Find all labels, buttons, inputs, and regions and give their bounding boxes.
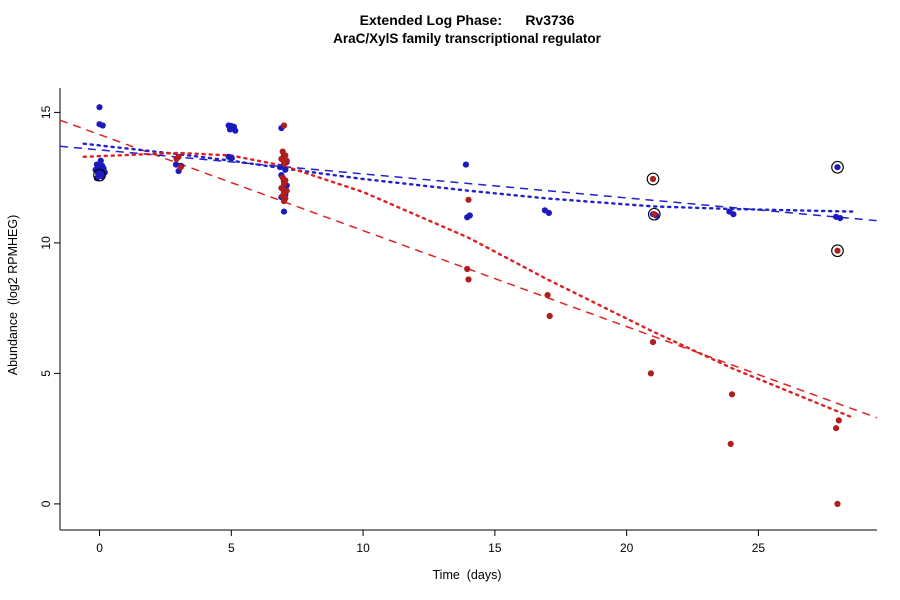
data-point: [462, 161, 469, 168]
x-tick-label: 10: [356, 541, 370, 555]
blue-dashed-trend: [59, 145, 878, 222]
data-point: [99, 173, 106, 180]
y-tick-label: 15: [39, 105, 53, 119]
circled-point-marker: [93, 168, 106, 182]
red-condition-points: [173, 122, 842, 507]
chart-subtitle: AraC/XylS family transcriptional regulat…: [333, 31, 601, 46]
data-point: [280, 198, 288, 205]
data-point: [97, 157, 104, 164]
data-point: [465, 196, 472, 203]
data-point: [649, 175, 657, 183]
blue-condition-points: [92, 104, 844, 222]
circled-point-marker: [646, 172, 660, 186]
x-axis-label: Time (days): [432, 568, 502, 582]
data-point: [173, 155, 180, 162]
data-point: [834, 164, 841, 171]
data-point: [651, 211, 658, 218]
x-tick-label: 20: [620, 541, 634, 555]
x-tick-label: 25: [752, 541, 766, 555]
data-point: [834, 500, 841, 507]
circled-point-marker: [647, 207, 661, 221]
data-point: [727, 440, 734, 447]
data-point: [277, 164, 284, 171]
data-point: [728, 391, 736, 398]
data-point: [465, 276, 472, 283]
circled-point-marker: [831, 160, 844, 174]
y-tick-label: 5: [39, 370, 53, 377]
data-point: [99, 122, 106, 129]
circled-points: [93, 160, 844, 258]
data-point: [280, 208, 288, 215]
data-point: [172, 161, 180, 168]
data-point: [464, 214, 471, 221]
data-point: [232, 127, 239, 134]
red-dotted-trend: [82, 151, 855, 419]
axes: 0 5 10 15 20 25 0 5 10 15: [39, 88, 877, 555]
data-point: [647, 370, 655, 377]
data-point: [835, 417, 842, 424]
x-tick-label: 0: [96, 541, 103, 555]
y-tick-label: 0: [39, 500, 53, 507]
data-point: [282, 166, 289, 173]
data-point: [96, 104, 103, 111]
data-point: [545, 209, 553, 216]
data-point: [544, 292, 551, 299]
chart-title: Extended Log Phase: Rv3736: [359, 12, 575, 28]
data-point: [280, 122, 288, 129]
x-tick-label: 5: [228, 541, 235, 555]
y-tick-label: 10: [39, 236, 53, 250]
data-point: [177, 164, 184, 171]
circled-point-marker: [831, 244, 844, 258]
x-tick-label: 15: [488, 541, 502, 555]
data-point: [833, 425, 840, 432]
data-point: [546, 312, 553, 320]
data-point: [464, 265, 471, 273]
data-point: [280, 160, 288, 167]
data-point: [278, 185, 285, 192]
data-point: [226, 126, 234, 133]
data-point: [649, 339, 657, 346]
data-point: [730, 211, 737, 218]
data-point: [837, 215, 844, 222]
data-point: [834, 247, 841, 254]
data-point: [228, 155, 235, 162]
blue-dotted-trend: [82, 142, 855, 213]
